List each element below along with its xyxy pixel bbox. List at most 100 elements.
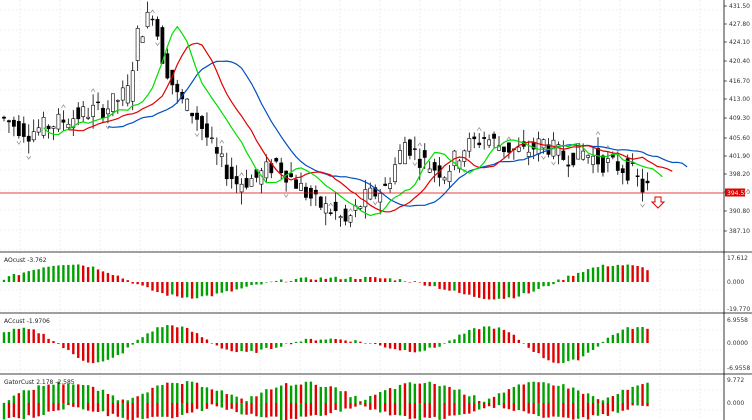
candle-body	[264, 161, 269, 179]
ao-pane[interactable]: AOcust -3.762 17.612 0.000 -19.770	[2, 252, 751, 313]
price-axis: 431.50 427.80 424.10 420.40 416.70 413.00 409.…	[723, 0, 750, 252]
gator-lower-bar	[86, 403, 90, 411]
fractal-marker-icon	[595, 131, 601, 135]
candle-body	[378, 193, 383, 203]
gator-upper-bar	[334, 387, 337, 403]
ao-histogram-bar	[12, 274, 16, 282]
ac-histogram-bar	[62, 343, 65, 349]
gator-upper-bar	[7, 400, 11, 403]
candle-body	[200, 116, 204, 129]
gator-upper-bar	[616, 393, 619, 403]
candle-body	[442, 177, 447, 181]
candle-body	[556, 144, 561, 156]
gator-lower-bar	[562, 403, 565, 418]
ao-histogram-bar	[17, 275, 21, 282]
gator-lower-bar	[408, 403, 412, 419]
ao-histogram-bar	[220, 282, 223, 293]
candle-body	[407, 139, 412, 156]
ac-histogram-bar	[507, 332, 511, 343]
gator-lower-bar	[581, 403, 585, 418]
ac-histogram-bar	[641, 327, 644, 343]
gator-upper-bar	[423, 383, 426, 403]
ac-histogram-bar	[354, 340, 357, 343]
price-axis-label: 427.80	[729, 21, 750, 28]
gator-lower-bar	[47, 403, 50, 412]
gator-lower-bar	[567, 403, 570, 418]
ao-histogram-bar	[562, 279, 565, 282]
ac-histogram-bar	[57, 343, 60, 344]
ao-histogram-bar	[67, 264, 70, 282]
candle-body	[76, 107, 81, 120]
ac-histogram-bar	[195, 333, 199, 343]
ac-histogram-bar	[265, 343, 268, 348]
ao-histogram-bar	[82, 265, 85, 282]
candle-body	[214, 147, 219, 154]
ac-histogram-bar	[176, 327, 179, 343]
ao-histogram-bar	[512, 282, 516, 299]
gator-lower-bar	[438, 403, 441, 420]
gator-upper-bar	[141, 393, 144, 403]
gator-upper-bar	[42, 385, 45, 403]
gator-upper-bar	[502, 392, 506, 403]
ac-histogram-bar	[433, 343, 436, 348]
ao-histogram-bar	[497, 282, 501, 299]
gator-upper-bar	[319, 386, 322, 403]
ao-histogram-bar	[106, 272, 110, 282]
gator-lower-bar	[2, 403, 6, 420]
gator-lower-bar	[492, 403, 496, 408]
ac-histogram-bar	[210, 343, 214, 344]
gator-lower-bar	[181, 403, 184, 415]
candle-body	[224, 164, 229, 180]
ao-histogram-bar	[2, 279, 6, 282]
ac-histogram-bar	[537, 343, 540, 354]
ao-histogram-bar	[438, 282, 441, 289]
ac-histogram-bar	[388, 343, 392, 349]
ao-histogram-bar	[136, 282, 139, 285]
candle-body	[601, 155, 605, 173]
main-price-pane[interactable]	[0, 1, 724, 228]
ao-histogram-bar	[324, 278, 327, 282]
candle-body	[368, 187, 373, 200]
ao-histogram-bar	[408, 282, 412, 283]
ao-histogram-bar	[547, 282, 550, 287]
gator-lower-bar	[141, 403, 144, 420]
ao-histogram-bar	[458, 282, 461, 293]
gator-upper-bar	[151, 387, 154, 403]
ac-histogram-bar	[86, 343, 90, 363]
gator-pane[interactable]: GatorCust 2.178 -2.585 9.772 0.000	[2, 374, 745, 420]
ac-histogram-bar	[141, 337, 144, 343]
ao-histogram-bar	[57, 265, 60, 282]
ac-histogram-bar	[423, 343, 426, 351]
candle-body	[323, 203, 328, 214]
ac-histogram-bar	[517, 339, 520, 343]
candle-body	[210, 137, 214, 139]
gator-lower-bar	[527, 403, 530, 414]
ac-histogram-bar	[289, 343, 293, 345]
gator-lower-bar	[418, 403, 421, 420]
ao-histogram-bar	[96, 269, 100, 282]
candle-body	[304, 186, 308, 198]
gator-upper-bar	[131, 397, 134, 403]
ac-histogram-bar	[393, 343, 397, 350]
ac-pane[interactable]: ACcust -1.9706 6.9558 0.0000 -6.9558	[2, 313, 751, 374]
gator-lower-bar	[27, 403, 30, 416]
gator-lower-bar	[161, 403, 164, 417]
gator-upper-bar	[161, 385, 164, 403]
gator-lower-bar	[532, 403, 535, 415]
gator-upper-bar	[67, 383, 70, 403]
candle-body	[155, 19, 160, 37]
ac-histogram-bar	[413, 343, 417, 353]
ao-histogram-bar	[517, 282, 520, 297]
gator-lower-bar	[17, 403, 21, 419]
ao-histogram-bar	[463, 282, 466, 295]
ao-histogram-bar	[284, 281, 288, 283]
gator-upper-bar	[344, 391, 347, 403]
gator-lower-bar	[42, 403, 45, 416]
candle-body	[51, 126, 56, 129]
ac-axis-min: -6.9558	[727, 365, 750, 372]
ao-histogram-bar	[126, 280, 129, 282]
gator-upper-bar	[176, 383, 179, 403]
candle-body	[195, 112, 199, 120]
gator-lower-bar	[176, 403, 179, 418]
